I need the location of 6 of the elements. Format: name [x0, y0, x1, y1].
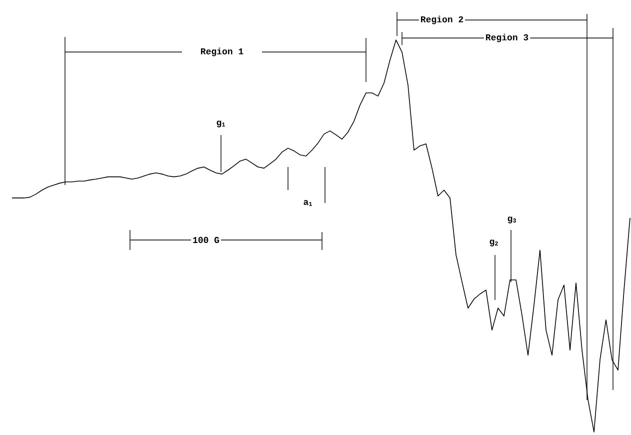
annotation: a$_{1}$	[304, 200, 312, 206]
annotation: g$_{3}$	[508, 216, 516, 224]
annotation: 100 G	[193, 236, 220, 244]
annotation: g$_{2}$	[490, 240, 498, 246]
annotation: Region 1	[201, 48, 244, 56]
annotation: g$_{1}$	[216, 120, 226, 128]
